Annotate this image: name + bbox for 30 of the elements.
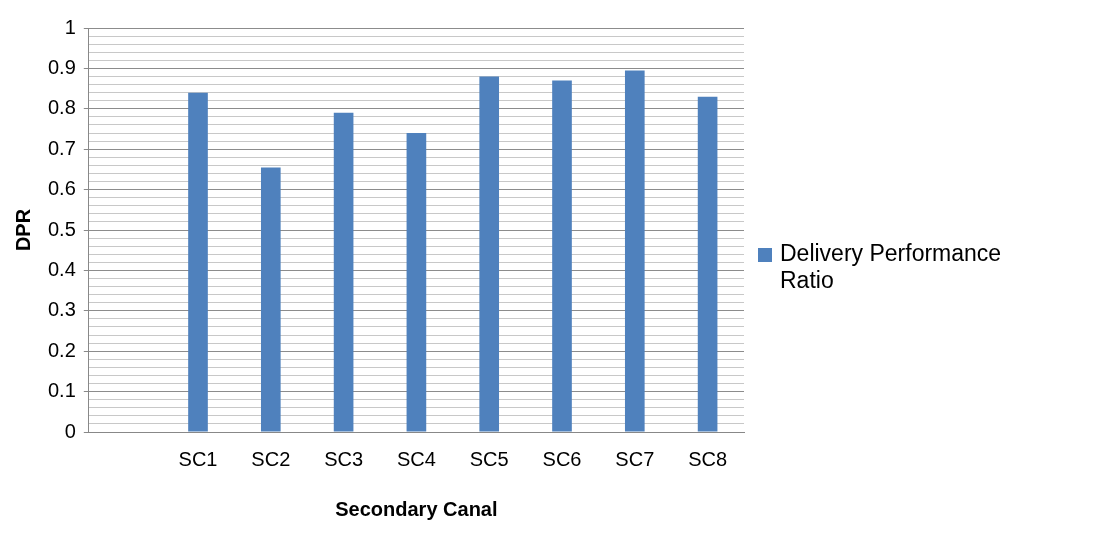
x-tick-label: SC2 <box>251 447 291 470</box>
x-tick-label: SC6 <box>542 447 582 470</box>
bar <box>260 167 281 432</box>
x-tick-label: SC4 <box>396 447 436 470</box>
x-tick-label: SC3 <box>324 447 364 470</box>
bar <box>188 92 208 432</box>
y-axis-title: DPR <box>11 208 34 252</box>
y-tick-label: 0.5 <box>47 217 76 240</box>
y-tick-label: 0.6 <box>47 177 76 200</box>
y-tick-label: 0.7 <box>47 136 76 159</box>
bar <box>333 112 354 432</box>
x-axis-title: Secondary Canal <box>335 497 498 520</box>
y-tick-label: 0.8 <box>47 96 76 119</box>
x-tick-label: SC1 <box>178 447 218 470</box>
y-tick-label: 0.2 <box>47 338 76 361</box>
y-tick-label: 0.1 <box>47 379 76 402</box>
y-tick-label: 1 <box>64 15 76 38</box>
y-tick-label: 0.3 <box>47 298 76 321</box>
y-tick-label: 0 <box>64 419 76 442</box>
x-tick-label: SC7 <box>615 447 655 470</box>
legend-label: Delivery Performance Ratio <box>780 240 1003 294</box>
y-tick-label: 0.9 <box>47 55 76 78</box>
x-tick-label: SC5 <box>469 447 509 470</box>
y-tick-label: 0.4 <box>47 257 76 280</box>
bar <box>479 76 500 432</box>
x-tick-label: SC8 <box>688 447 728 470</box>
bar <box>697 96 718 432</box>
bar <box>406 133 427 432</box>
bar <box>624 70 645 432</box>
bar <box>552 80 572 432</box>
